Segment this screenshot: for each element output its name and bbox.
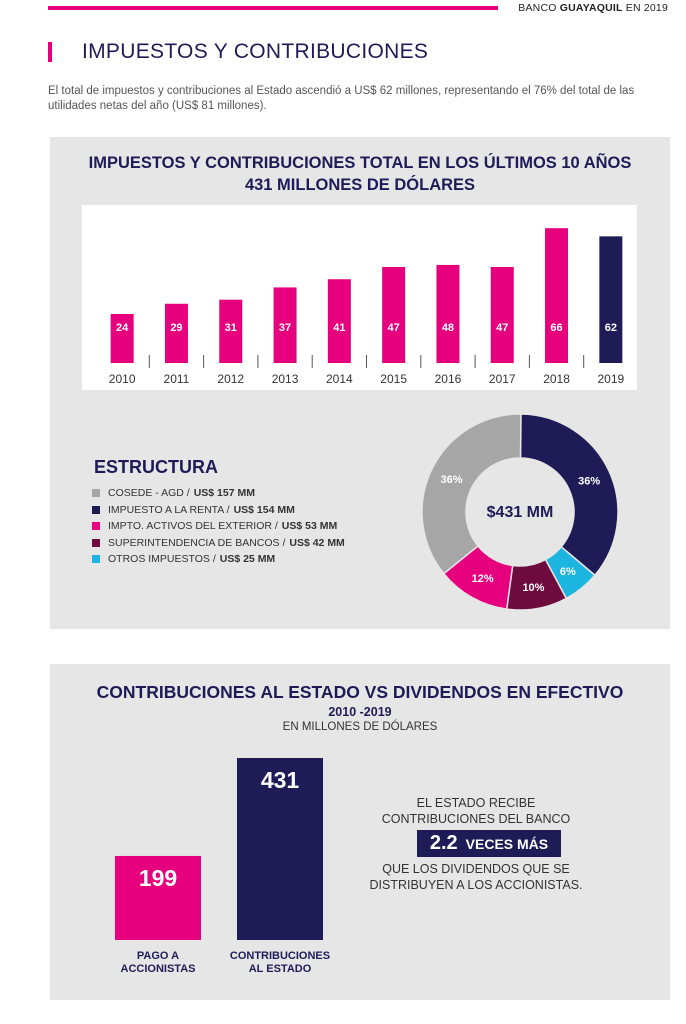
x-tick-label: 2014 <box>326 372 353 386</box>
legend-item: IMPUESTO A LA RENTA / US$ 154 MM <box>92 502 345 519</box>
bar-2013 <box>273 287 297 363</box>
legend-swatch <box>92 522 100 531</box>
times-factor-label: VECES MÁS <box>465 835 549 852</box>
legend-label: OTROS IMPUESTOS / <box>108 553 216 566</box>
legend-item: IMPTO. ACTIVOS DEL EXTERIOR / US$ 53 MM <box>92 518 345 535</box>
legend-amount: US$ 154 MM <box>233 503 295 516</box>
donut-slice <box>421 413 522 575</box>
x-tick-label: 2019 <box>597 372 624 386</box>
bar-value-label: 41 <box>333 322 345 334</box>
legend-swatch <box>92 555 100 564</box>
comparison-bar-label: AL ESTADO <box>249 963 312 975</box>
x-tick-label: 2016 <box>435 372 462 386</box>
bar-value-label: 37 <box>279 322 291 334</box>
comparison-text-4: DISTRIBUYEN A LOS ACCIONISTAS. <box>369 878 583 892</box>
times-factor: 2.2 <box>429 832 458 854</box>
taxes-panel: IMPUESTOS Y CONTRIBUCIONES TOTAL EN LOS … <box>50 137 670 629</box>
legend-item: OTROS IMPUESTOS / US$ 25 MM <box>92 551 345 568</box>
legend-label: SUPERINTENDENCIA DE BANCOS / <box>108 536 286 549</box>
comparison-period: 2010 -2019 <box>328 705 392 719</box>
donut-slice-label: 12% <box>472 573 494 585</box>
intro-paragraph: El total de impuestos y contribuciones a… <box>48 85 635 112</box>
comparison-bar-value: 431 <box>261 767 300 793</box>
legend-amount: US$ 157 MM <box>193 487 255 500</box>
comparison-bar-label: ACCIONISTAS <box>121 963 196 975</box>
contributions-panel: CONTRIBUCIONES AL ESTADO VS DIVIDENDOS E… <box>50 664 670 1000</box>
bar-value-label: 47 <box>496 322 508 334</box>
brand-suffix: EN 2019 <box>625 2 668 14</box>
donut-slice-label: 36% <box>441 474 463 486</box>
bar-2010 <box>110 313 134 363</box>
bar-value-label: 66 <box>550 322 562 334</box>
legend-swatch <box>92 505 100 514</box>
bar-2011 <box>164 303 188 363</box>
legend-label: IMPTO. ACTIVOS DEL EXTERIOR / <box>108 520 278 533</box>
bar-value-label: 29 <box>170 322 182 334</box>
bar-value-label: 62 <box>605 322 617 334</box>
bar-value-label: 24 <box>116 322 129 334</box>
legend-swatch <box>92 489 100 498</box>
x-tick-label: 2012 <box>217 372 244 386</box>
legend-label: COSEDE - AGD / <box>108 487 190 500</box>
bar-2018 <box>545 228 569 363</box>
legend-label: IMPUESTO A LA RENTA / <box>108 503 230 516</box>
comparison-bar-label: CONTRIBUCIONES <box>230 950 330 962</box>
bar-2019 <box>599 236 623 363</box>
section-accent-bar <box>48 42 52 62</box>
times-more-badge: 2.2 VECES MÁS <box>417 830 561 857</box>
bar-2015 <box>382 266 406 363</box>
bar-chart-subtitle: 431 MILLONES DE DÓLARES <box>244 176 476 194</box>
donut-slice-label: 10% <box>522 582 544 594</box>
tax-history-bar-chart: 24 2010 29 2011 31 2012 37 2013 41 2014 47 2015 48 20… <box>82 205 637 390</box>
bar-2014 <box>327 279 351 363</box>
bar-value-label: 48 <box>442 322 454 334</box>
brand-name: GUAYAQUIL <box>559 2 623 14</box>
comparison-bar-label: PAGO A <box>137 950 179 962</box>
structure-legend: COSEDE - AGD / US$ 157 MM IMPUESTO A LA RE… <box>92 485 345 568</box>
bar-2016 <box>436 264 460 363</box>
legend-amount: US$ 25 MM <box>219 553 276 566</box>
comparison-bar-value: 199 <box>139 865 177 891</box>
brand-prefix: BANCO <box>518 2 557 14</box>
comparison-title: CONTRIBUCIONES AL ESTADO VS DIVIDENDOS E… <box>96 682 624 702</box>
donut-center-label: $431 MM <box>487 504 554 521</box>
legend-amount: US$ 53 MM <box>281 520 338 533</box>
donut-slice-label: 36% <box>578 475 600 487</box>
donut-slice-label: 6% <box>560 566 576 578</box>
comparison-text-1: EL ESTADO RECIBE <box>416 796 536 810</box>
legend-amount: US$ 42 MM <box>289 536 345 549</box>
comparison-bar <box>237 758 323 940</box>
legend-swatch <box>92 538 100 547</box>
x-tick-label: 2011 <box>164 372 190 386</box>
header-brand: BANCO GUAYAQUIL EN 2019 <box>518 2 668 14</box>
x-tick-label: 2015 <box>380 372 407 386</box>
legend-item: COSEDE - AGD / US$ 157 MM <box>92 485 345 502</box>
header-rule <box>48 6 498 10</box>
comparison-text-2: CONTRIBUCIONES DEL BANCO <box>381 812 571 826</box>
bar-2017 <box>490 266 514 363</box>
structure-title: ESTRUCTURA <box>94 457 218 477</box>
comparison-text-3: QUE LOS DIVIDENDOS QUE SE <box>382 862 570 876</box>
bar-value-label: 47 <box>388 322 400 334</box>
legend-item: SUPERINTENDENCIA DE BANCOS / US$ 42 MM <box>92 535 345 552</box>
x-tick-label: 2010 <box>109 372 136 386</box>
x-tick-label: 2013 <box>272 372 299 386</box>
donut-slice <box>442 544 514 610</box>
section-title: IMPUESTOS Y CONTRIBUCIONES <box>82 40 429 63</box>
bar-chart-title: IMPUESTOS Y CONTRIBUCIONES TOTAL EN LOS … <box>88 154 632 172</box>
x-tick-label: 2017 <box>489 372 516 386</box>
bar-2012 <box>219 299 243 363</box>
donut-slice <box>519 413 619 577</box>
structure-donut-chart: 36% 36% 6% 10% 12% $431 MM <box>421 413 619 611</box>
x-tick-label: 2018 <box>543 372 570 386</box>
comparison-unit: EN MILLONES DE DÓLARES <box>282 721 438 733</box>
comparison-bar <box>115 855 201 940</box>
bar-value-label: 31 <box>225 322 237 334</box>
